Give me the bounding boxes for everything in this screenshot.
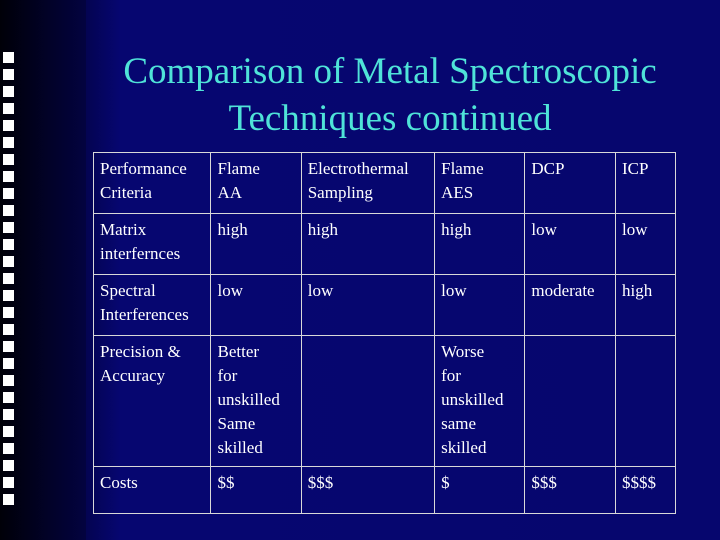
square-bullet bbox=[3, 239, 14, 250]
square-bullet bbox=[3, 273, 14, 284]
square-bullet bbox=[3, 205, 14, 216]
header-cell-flame-aa: Flame AA bbox=[210, 152, 302, 214]
slide-title-line-1: Comparison of Metal Spectroscopic bbox=[123, 51, 657, 92]
square-bullet bbox=[3, 494, 14, 505]
table-cell: high bbox=[210, 213, 302, 275]
table-cell: low bbox=[524, 213, 617, 275]
row-label-cell: Spectral Interferences bbox=[92, 274, 212, 336]
square-bullet bbox=[3, 52, 14, 63]
row-label-cell: Precision & Accuracy bbox=[92, 335, 212, 467]
square-bullet bbox=[3, 409, 14, 420]
square-bullet bbox=[3, 137, 14, 148]
square-bullet bbox=[3, 358, 14, 369]
header-cell-icp: ICP bbox=[615, 152, 676, 214]
table-cell: high bbox=[615, 274, 676, 336]
table-cell: moderate bbox=[524, 274, 617, 336]
comparison-table: Performance Criteria Flame AA Electrothe… bbox=[92, 152, 676, 514]
table-cell bbox=[615, 335, 676, 467]
table-cell: $ bbox=[434, 466, 526, 514]
table-row: Precision & Accuracy Better for unskille… bbox=[92, 335, 676, 467]
square-bullet-column bbox=[3, 52, 17, 505]
table-cell: high bbox=[434, 213, 526, 275]
square-bullet bbox=[3, 426, 14, 437]
header-cell-dcp: DCP bbox=[524, 152, 617, 214]
table-cell: $$$$ bbox=[615, 466, 676, 514]
square-bullet bbox=[3, 477, 14, 488]
table-row: Spectral Interferences low low low moder… bbox=[92, 274, 676, 336]
header-cell-criteria: Performance Criteria bbox=[92, 152, 212, 214]
table-header-row: Performance Criteria Flame AA Electrothe… bbox=[92, 152, 676, 214]
table-cell: high bbox=[300, 213, 436, 275]
square-bullet bbox=[3, 290, 14, 301]
table-cell: Better for unskilled Same skilled bbox=[210, 335, 302, 467]
table-cell bbox=[524, 335, 617, 467]
square-bullet bbox=[3, 256, 14, 267]
square-bullet bbox=[3, 375, 14, 386]
slide-title-line-2: Techniques continued bbox=[228, 98, 552, 139]
square-bullet bbox=[3, 324, 14, 335]
square-bullet bbox=[3, 222, 14, 233]
square-bullet bbox=[3, 103, 14, 114]
table-cell: low bbox=[615, 213, 676, 275]
table-cell bbox=[300, 335, 436, 467]
square-bullet bbox=[3, 307, 14, 318]
square-bullet bbox=[3, 443, 14, 454]
square-bullet bbox=[3, 188, 14, 199]
header-cell-electrothermal: Electrothermal Sampling bbox=[300, 152, 436, 214]
table-cell: low bbox=[434, 274, 526, 336]
header-cell-flame-aes: Flame AES bbox=[434, 152, 526, 214]
row-label-cell: Costs bbox=[92, 466, 212, 514]
square-bullet bbox=[3, 69, 14, 80]
square-bullet bbox=[3, 341, 14, 352]
table-cell: Worse for unskilled same skilled bbox=[434, 335, 526, 467]
left-decorative-strip bbox=[0, 0, 86, 540]
table-cell: $$ bbox=[210, 466, 302, 514]
table-cell: $$$ bbox=[524, 466, 617, 514]
square-bullet bbox=[3, 392, 14, 403]
table-row: Costs $$ $$$ $ $$$ $$$$ bbox=[92, 466, 676, 514]
table-cell: low bbox=[210, 274, 302, 336]
table-row: Matrix interfernces high high high low l… bbox=[92, 213, 676, 275]
square-bullet bbox=[3, 171, 14, 182]
row-label-cell: Matrix interfernces bbox=[92, 213, 212, 275]
square-bullet bbox=[3, 86, 14, 97]
square-bullet bbox=[3, 120, 14, 131]
square-bullet bbox=[3, 154, 14, 165]
square-bullet bbox=[3, 460, 14, 471]
table-cell: low bbox=[300, 274, 436, 336]
slide-title: Comparison of Metal Spectroscopic Techni… bbox=[90, 48, 690, 142]
table-cell: $$$ bbox=[300, 466, 436, 514]
